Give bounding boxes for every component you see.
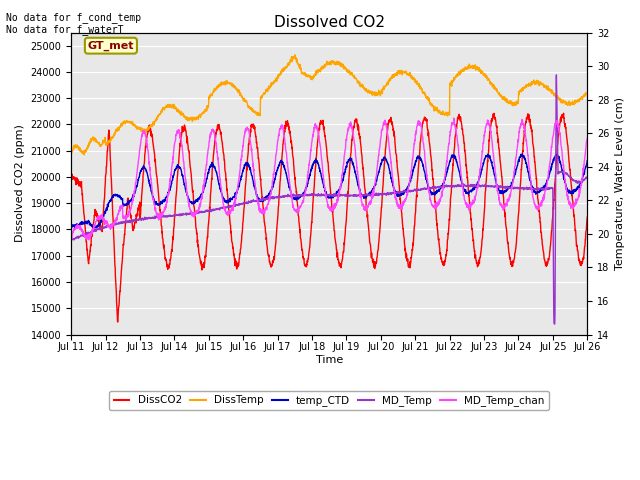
Text: GT_met: GT_met — [88, 40, 134, 51]
Text: No data for f_waterT: No data for f_waterT — [6, 24, 124, 35]
Legend: DissCO2, DissTemp, temp_CTD, MD_Temp, MD_Temp_chan: DissCO2, DissTemp, temp_CTD, MD_Temp, MD… — [109, 391, 549, 410]
Title: Dissolved CO2: Dissolved CO2 — [274, 15, 385, 30]
Y-axis label: Temperature, Water Level (cm): Temperature, Water Level (cm) — [615, 97, 625, 270]
X-axis label: Time: Time — [316, 355, 343, 365]
Text: No data for f_cond_temp: No data for f_cond_temp — [6, 12, 141, 23]
Y-axis label: Dissolved CO2 (ppm): Dissolved CO2 (ppm) — [15, 125, 25, 242]
